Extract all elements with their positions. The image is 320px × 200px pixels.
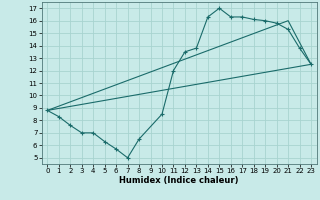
X-axis label: Humidex (Indice chaleur): Humidex (Indice chaleur) (119, 176, 239, 185)
